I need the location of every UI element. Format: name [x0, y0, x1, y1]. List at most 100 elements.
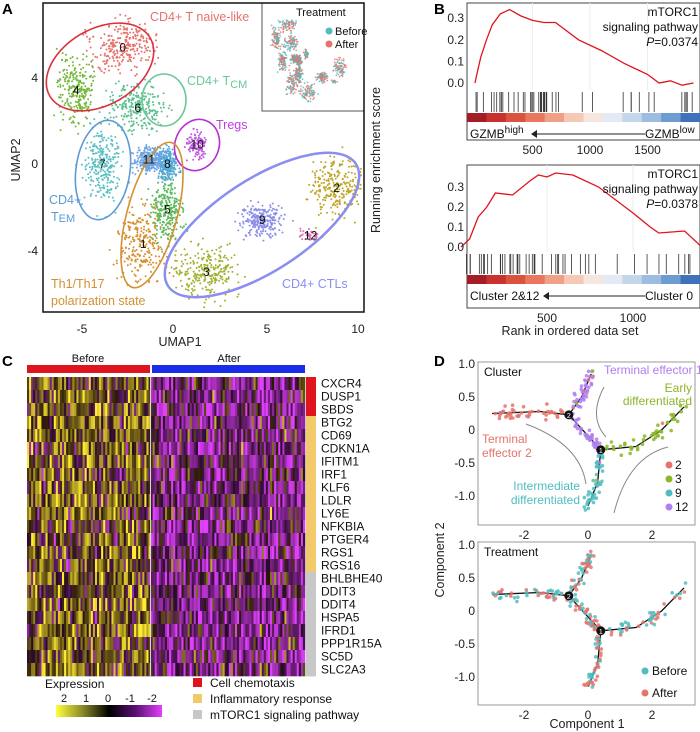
heatmap-cell [144, 390, 147, 404]
umap-point-cluster-1 [134, 250, 136, 252]
heatmap-cell [162, 377, 166, 391]
umap-point-cluster-2 [331, 211, 334, 214]
umap-point-cluster-4 [67, 104, 70, 107]
umap-point-cluster-0 [114, 65, 117, 68]
umap-point-cluster-6 [141, 124, 144, 127]
umap-point-cluster-2 [332, 162, 335, 165]
umap-point-cluster-0 [105, 59, 108, 62]
heatmap-cell [204, 416, 207, 430]
inset-point [326, 75, 329, 78]
umap-point-cluster-6 [162, 101, 165, 104]
umap-point-cluster-6 [153, 95, 156, 98]
umap-point-cluster-2 [314, 176, 317, 179]
umap-point-cluster-2 [350, 165, 353, 168]
umap-point-cluster-6 [130, 117, 133, 120]
inset-point [290, 30, 293, 32]
umap-point-cluster-9 [291, 219, 294, 222]
umap-point-cluster-3 [210, 266, 213, 269]
heatmap-cell [183, 442, 186, 456]
umap-point-cluster-3 [206, 272, 209, 275]
umap-point-cluster-0 [118, 62, 121, 64]
umap-point-cluster-3 [237, 293, 240, 296]
heatmap-cell [282, 416, 285, 430]
umap-point-cluster-7 [99, 187, 101, 189]
umap-point-cluster-8 [163, 182, 166, 185]
inset-point [284, 69, 287, 71]
umap-point-cluster-11 [153, 167, 156, 169]
umap-point-cluster-5 [173, 187, 176, 189]
heatmap-cell [134, 403, 137, 417]
umap-point-cluster-9 [267, 210, 270, 213]
umap-point-cluster-7 [94, 158, 97, 161]
inset-point [332, 69, 335, 72]
heatmap-cell [228, 416, 232, 430]
umap-point-cluster-4 [82, 58, 85, 61]
umap-point-cluster-0 [113, 28, 116, 31]
umap-point-cluster-4 [59, 83, 62, 86]
umap-point-cluster-10 [197, 134, 200, 137]
umap-point-cluster-2 [330, 162, 333, 165]
umap-point-cluster-0 [99, 54, 102, 56]
heatmap-cell [111, 442, 114, 456]
umap-point-cluster-8 [172, 170, 174, 172]
heatmap-cell [193, 416, 197, 430]
heatmap-cell [41, 377, 44, 391]
heatmap-cell [74, 442, 77, 456]
inset-point [306, 84, 309, 87]
heatmap-cell [160, 403, 164, 417]
heatmap-cell [249, 416, 252, 430]
umap-point-cluster-7 [109, 171, 112, 173]
umap-point-cluster-4 [85, 105, 88, 108]
inset-point [289, 74, 292, 77]
umap-point-cluster-3 [214, 274, 217, 277]
umap-point-cluster-2 [324, 173, 326, 176]
umap-point-cluster-7 [100, 130, 103, 133]
umap-point-cluster-2 [332, 181, 335, 184]
umap-point-cluster-6 [147, 106, 150, 109]
inset-point [296, 40, 299, 43]
heatmap-cell [39, 416, 42, 430]
umap-point-cluster-1 [143, 236, 146, 239]
umap-point-cluster-5 [164, 224, 167, 226]
umap-point-cluster-3 [202, 256, 205, 259]
inset-point [306, 95, 308, 97]
umap-point-cluster-2 [349, 185, 351, 188]
heatmap-cell [259, 429, 263, 443]
umap-point-cluster-3 [222, 282, 225, 285]
umap-point-cluster-1 [127, 236, 130, 239]
umap-point-cluster-7 [111, 196, 114, 199]
inset-point [341, 72, 344, 75]
umap-point-cluster-5 [168, 184, 171, 187]
umap-point-cluster-8 [171, 176, 174, 179]
umap-point-cluster-0 [117, 68, 120, 71]
heatmap-cell [125, 416, 129, 430]
umap-point-cluster-1 [143, 204, 146, 207]
umap-point-cluster-11 [158, 151, 161, 154]
inset-point [299, 88, 302, 90]
umap-point-cluster-10 [204, 152, 207, 155]
umap-point-cluster-1 [108, 248, 111, 251]
heatmap-cell [212, 390, 215, 404]
heatmap-cell [49, 403, 53, 417]
umap-point-cluster-7 [89, 195, 92, 197]
umap-point-cluster-1 [150, 253, 153, 256]
heatmap-cell [138, 429, 141, 443]
umap-point-cluster-5 [157, 200, 160, 203]
heatmap-cell [47, 377, 50, 391]
umap-point-cluster-4 [79, 105, 82, 108]
umap-point-cluster-10 [194, 134, 197, 137]
rank-color-segment [525, 113, 546, 122]
umap-point-cluster-1 [163, 262, 166, 265]
x-tick: 500 [522, 143, 542, 157]
heatmap-cell [115, 403, 118, 417]
heatmap-cell [187, 416, 190, 430]
umap-point-cluster-4 [79, 74, 82, 77]
umap-point-cluster-3 [214, 258, 217, 261]
umap-point-cluster-7 [85, 164, 88, 166]
umap-point-cluster-3 [178, 272, 181, 275]
heatmap-cell [70, 442, 73, 456]
umap-point-cluster-1 [136, 219, 139, 222]
heatmap-cell [222, 390, 225, 404]
inset-point [306, 90, 309, 93]
heatmap-cell [245, 390, 248, 404]
